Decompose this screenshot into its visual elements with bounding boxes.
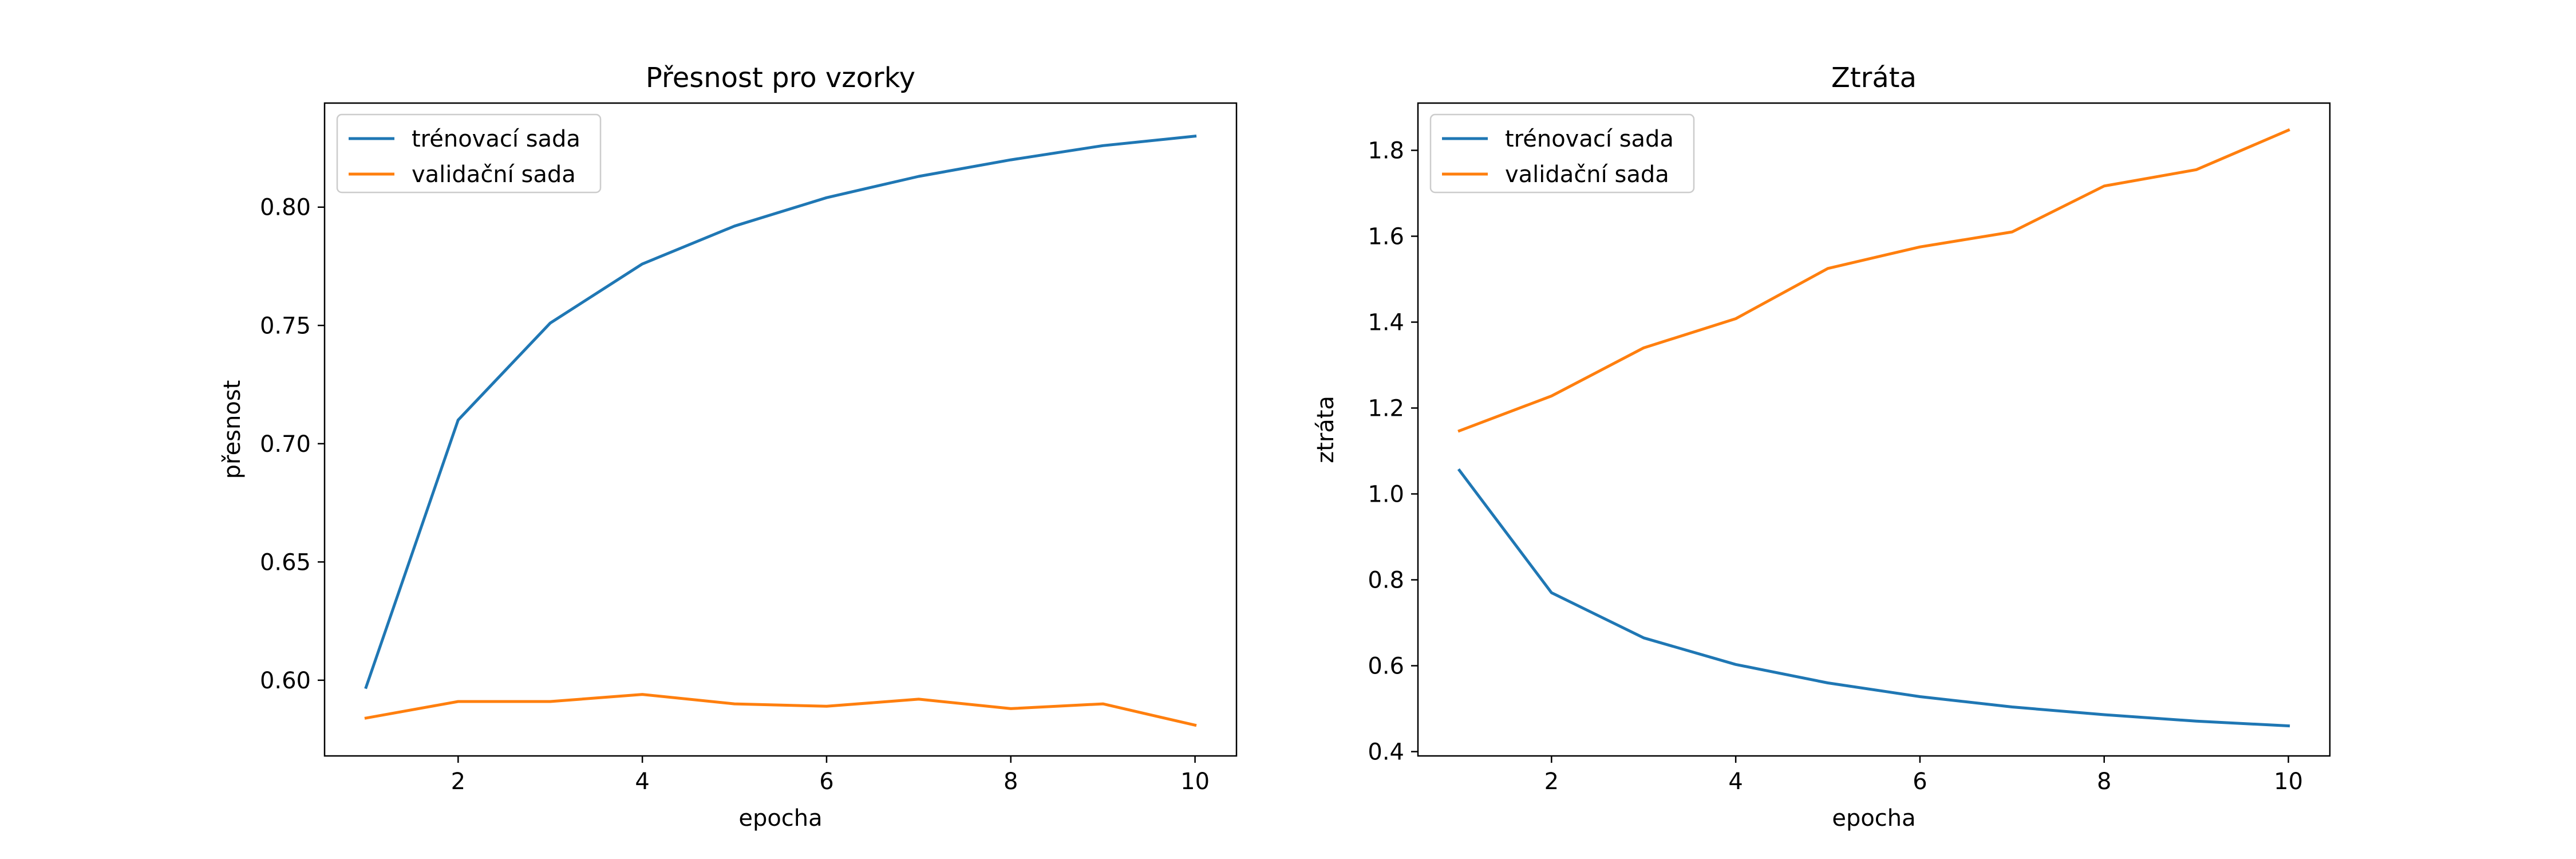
y-axis-label: ztráta (1313, 396, 1339, 463)
y-tick-label: 0.65 (260, 549, 311, 576)
y-tick-label: 0.4 (1368, 739, 1404, 766)
series-line-train (1457, 468, 2290, 728)
y-tick-label: 0.60 (260, 668, 311, 694)
legend: trénovací sada validační sada (1429, 113, 1695, 194)
y-tick-label: 0.70 (260, 431, 311, 458)
x-tick-label: 8 (1003, 769, 1018, 795)
x-tick-label: 8 (2097, 769, 2111, 795)
axes-frame (1417, 102, 2331, 757)
y-tick-label: 0.8 (1368, 568, 1404, 594)
y-tick-label: 1.6 (1368, 224, 1404, 250)
series-line-train (364, 135, 1197, 689)
x-tick-label: 2 (1544, 769, 1559, 795)
y-tick-label: 1.4 (1368, 310, 1404, 336)
legend-box (1429, 113, 1695, 194)
x-axis-label: epocha (1832, 805, 1915, 832)
series-line-validation (1457, 128, 2290, 433)
legend-label-validation: validační sada (412, 161, 576, 188)
charts: 2 4 6 8 10 0.60 0.65 0.70 0.75 0.80 Přesnost pro v… (219, 62, 2331, 832)
legend: trénovací sada validační sada (336, 113, 602, 194)
y-tick-label: 0.6 (1368, 653, 1404, 680)
legend-box (336, 113, 602, 194)
chart-title: Ztráta (1831, 62, 1917, 94)
x-tick-label: 4 (1728, 769, 1743, 795)
chart-title: Přesnost pro vzorky (646, 62, 915, 94)
legend-label-validation: validační sada (1505, 161, 1669, 188)
x-axis-label: epocha (738, 805, 822, 832)
x-tick-label: 6 (819, 769, 833, 795)
y-tick-label: 1.8 (1368, 138, 1404, 164)
y-tick-label: 0.80 (260, 195, 311, 221)
series-line-validation (364, 693, 1197, 727)
legend-label-train: trénovací sada (412, 126, 580, 152)
y-tick-label: 1.0 (1368, 482, 1404, 508)
y-axis-label: přesnost (219, 380, 246, 479)
x-tick-label: 4 (635, 769, 649, 795)
y-tick-label: 1.2 (1368, 396, 1404, 422)
axes-frame (323, 102, 1238, 757)
x-tick-label: 10 (1180, 769, 1210, 795)
chart-panel-1: 2 4 6 8 10 0.60 0.65 0.70 0.75 0.80 Přesnost pro v… (219, 62, 1238, 832)
x-tick-label: 2 (451, 769, 465, 795)
chart-panel-2: 2 4 6 8 10 0.4 0.6 0.8 1.0 1.2 1.4 1.6 1.8 Ztráta epoc… (1313, 62, 2331, 832)
legend-label-train: trénovací sada (1505, 126, 1674, 152)
x-tick-label: 6 (1913, 769, 1927, 795)
x-tick-label: 10 (2274, 769, 2303, 795)
y-tick-label: 0.75 (260, 313, 311, 339)
